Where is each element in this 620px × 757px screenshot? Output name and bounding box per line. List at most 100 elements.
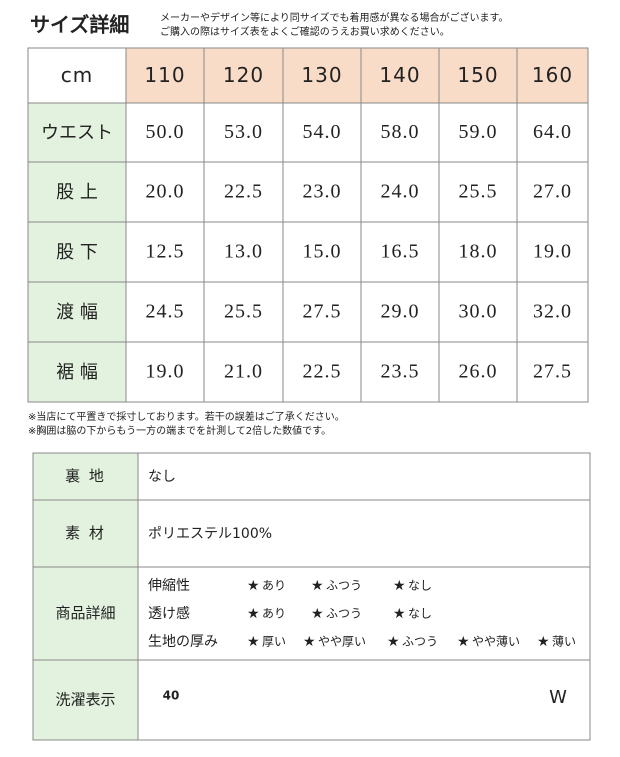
table-cell — [27, 47, 127, 104]
size-value: 20.0 — [146, 181, 185, 203]
feature-name: 生地の厚み — [148, 634, 218, 650]
table-cell — [438, 47, 518, 104]
table-cell — [516, 161, 589, 223]
table-cell — [125, 102, 205, 163]
size-header: 120 — [223, 63, 264, 87]
table-cell — [27, 102, 127, 163]
size-value: 32.0 — [533, 301, 572, 323]
table-cell — [282, 161, 362, 223]
note: ご購入の際はサイズ表をよくご確認のうえお買い求めください。 — [160, 25, 450, 38]
table-cell — [516, 221, 589, 283]
table-cell — [516, 47, 589, 104]
wetclean-letter: W — [549, 687, 567, 708]
table-cell — [516, 341, 589, 403]
size-value: 23.0 — [303, 181, 342, 203]
table-cell — [27, 221, 127, 283]
size-value: 16.5 — [381, 241, 420, 263]
table-cell — [282, 341, 362, 403]
table-cell — [125, 161, 205, 223]
table-cell — [203, 341, 284, 403]
size-header: cm — [61, 63, 93, 87]
size-value: 23.5 — [381, 361, 420, 383]
table-cell — [203, 47, 284, 104]
size-value: 19.0 — [533, 241, 572, 263]
size-value: 13.0 — [224, 241, 263, 263]
table-cell — [360, 221, 440, 283]
star: ★ — [393, 606, 406, 622]
star: ★ — [247, 634, 260, 650]
table-cell — [360, 341, 440, 403]
detail-value: なし — [148, 469, 176, 485]
table-cell — [32, 659, 139, 741]
table-cell — [360, 47, 440, 104]
row-label: ウエスト — [41, 123, 113, 144]
size-value: 27.5 — [303, 301, 342, 323]
footnote: ※当店にて平置きで採寸しております。若干の誤差はご了承ください。 — [28, 410, 345, 423]
size-value: 27.0 — [533, 181, 572, 203]
size-value: 22.5 — [224, 181, 263, 203]
table-cell — [137, 659, 591, 741]
feature-option: あり — [262, 607, 286, 621]
table-cell — [203, 102, 284, 163]
table-cell — [137, 499, 591, 568]
wash-temp: 40 — [163, 689, 180, 703]
size-value: 30.0 — [459, 301, 498, 323]
table-cell — [125, 341, 205, 403]
table-cell — [360, 281, 440, 343]
table-cell — [282, 102, 362, 163]
table-cell — [203, 281, 284, 343]
size-header: 150 — [457, 63, 498, 87]
table-cell — [137, 566, 591, 661]
table-cell — [27, 281, 127, 343]
table-cell — [203, 161, 284, 223]
size-value: 53.0 — [224, 121, 263, 143]
size-value: 29.0 — [381, 301, 420, 323]
feature-name: 透け感 — [148, 605, 190, 622]
size-header: 130 — [301, 63, 342, 87]
table-cell — [282, 221, 362, 283]
table-cell — [516, 102, 589, 163]
star: ★ — [311, 606, 324, 622]
star: ★ — [457, 634, 470, 650]
table-cell — [125, 221, 205, 283]
table-cell — [125, 281, 205, 343]
row-label: 裾 幅 — [56, 362, 98, 383]
star: ★ — [247, 606, 260, 622]
size-value: 59.0 — [459, 121, 498, 143]
footnote: ※胸囲は脇の下からもう一方の端までを計測して2倍した数値です。 — [28, 424, 331, 437]
feature-option: やや薄い — [472, 634, 520, 649]
note: メーカーやデザイン等により同サイズでも着用感が異なる場合がございます。 — [160, 11, 509, 24]
detail-label: 商品詳細 — [55, 604, 115, 622]
detail-label: 裏 地 — [65, 467, 106, 485]
row-label: 渡 幅 — [56, 302, 98, 323]
table-cell — [360, 102, 440, 163]
size-value: 25.5 — [224, 301, 263, 323]
table-cell — [32, 566, 139, 661]
feature-option: 薄い — [552, 634, 576, 649]
size-value: 22.5 — [303, 361, 342, 383]
size-value: 27.5 — [533, 361, 572, 383]
table-cell — [438, 161, 518, 223]
size-value: 54.0 — [303, 121, 342, 143]
title: サイズ詳細 — [30, 13, 129, 37]
size-value: 15.0 — [303, 241, 342, 263]
table-cell — [438, 102, 518, 163]
star: ★ — [537, 634, 550, 650]
size-header: 160 — [532, 63, 573, 87]
detail-label: 洗濯表示 — [55, 691, 115, 709]
star: ★ — [387, 634, 400, 650]
star: ★ — [247, 578, 260, 594]
size-value: 26.0 — [459, 361, 498, 383]
feature-option: ふつう — [326, 607, 362, 621]
feature-option: ふつう — [402, 635, 438, 649]
table-cell — [282, 47, 362, 104]
table-cell — [137, 452, 591, 501]
size-header: 140 — [379, 63, 420, 87]
size-value: 50.0 — [146, 121, 185, 143]
table-cell — [438, 341, 518, 403]
feature-option: なし — [408, 579, 432, 593]
star: ★ — [393, 578, 406, 594]
detail-value: ポリエステル100% — [148, 526, 272, 542]
